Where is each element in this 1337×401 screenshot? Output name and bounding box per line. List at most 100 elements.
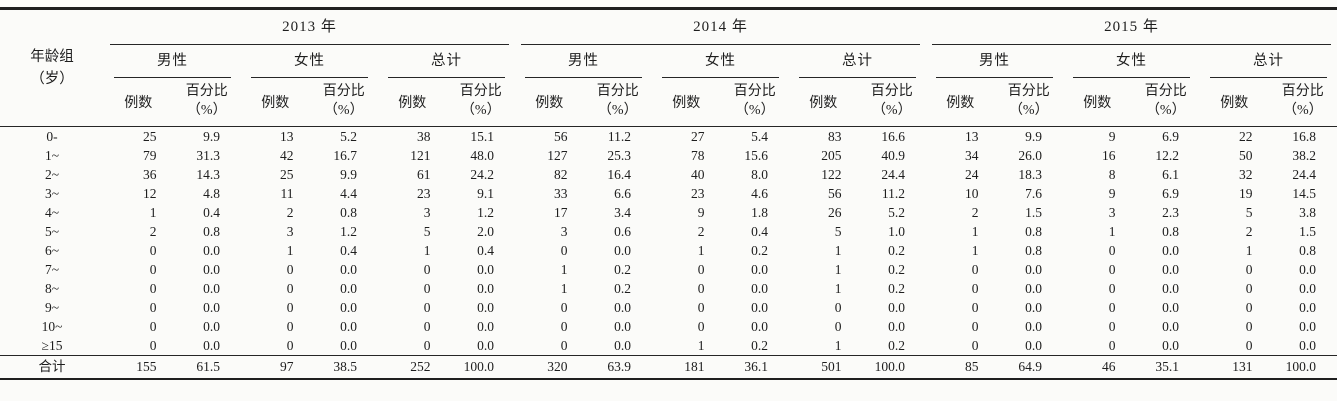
percent-header-line2: （%） [1145,103,1186,118]
cases-cell: 50 [1239,148,1253,163]
cases-cell: 0 [971,262,979,277]
percent-cell: 0.0 [1162,243,1180,258]
cases-cell: 0 [286,281,294,296]
percent-cell: 0.0 [1299,338,1317,353]
percent-cell: 5.4 [751,129,769,144]
percent-cell: 0.2 [888,243,906,258]
table-row: 9~ 0 0.0 0 0.0 0 0.0 0 0.0 0 0.0 0 0.0 0 0.0 0 0.0 0 0.0 [0,298,1337,317]
cases-cell: 32 [1239,167,1253,182]
percent-cell: 14.3 [196,167,220,182]
cases-cell: 11 [280,186,294,201]
percent-cell: 0.0 [477,338,495,353]
total-row-label: 合计 [0,355,104,379]
cases-cell: 0 [286,319,294,334]
year-header-2014: 2014 年 [515,9,926,45]
percent-cell: 64.9 [994,355,1064,379]
cases-header: 例数 [1200,78,1269,127]
percent-cell: 3.4 [614,205,632,220]
cases-header: 例数 [1063,78,1132,127]
percent-header: 百分比 （%） [172,78,241,127]
percent-cell: 38.2 [1292,148,1317,163]
male-header-2014: 男性 [515,45,652,78]
percent-cell: 0.0 [203,338,220,353]
age-group-label: 6~ [44,243,60,258]
percent-cell: 0.0 [203,262,220,277]
percent-cell: 0.2 [888,262,906,277]
table-row: ≥15 0 0.0 0 0.0 0 0.0 0 0.0 1 0.2 1 0.2 0 0.0 0 0.0 0 0.0 [0,336,1337,356]
cases-cell: 1 [971,224,979,239]
table-row: 1~ 79 31.3 42 16.7 121 48.0 127 25.3 78 15.6 205 40.… [0,146,1337,165]
percent-cell: 0.4 [751,224,769,239]
total-label: 总计 [1210,45,1328,78]
age-group-label: 5~ [44,224,60,239]
percent-cell: 0.0 [1299,281,1317,296]
percent-cell: 0.0 [751,300,769,315]
percent-cell: 4.4 [340,186,357,201]
cases-cell: 0 [1245,319,1253,334]
percent-header-line2: （%） [1282,103,1323,118]
percent-cell: 0.2 [614,281,632,296]
age-group-label: 1~ [44,148,60,163]
percent-cell: 100.0 [857,355,927,379]
cases-cell: 8 [1108,167,1116,182]
cases-cell: 0 [423,281,431,296]
percent-cell: 35.1 [1131,355,1201,379]
percent-header-line2: （%） [323,103,364,118]
percent-cell: 9.9 [340,167,357,182]
percent-cell: 6.9 [1162,129,1180,144]
percent-cell: 0.0 [203,243,220,258]
percent-cell: 8.0 [751,167,769,182]
female-header-2014: 女性 [652,45,789,78]
cases-cell: 0 [1108,262,1116,277]
percent-cell: 0.0 [614,338,632,353]
percent-cell: 5.2 [888,205,906,220]
percent-cell: 0.0 [340,262,357,277]
cases-cell: 0 [1245,281,1253,296]
percent-cell: 6.1 [1162,167,1180,182]
percent-cell: 0.0 [1299,262,1317,277]
percent-cell: 63.9 [583,355,653,379]
percent-cell: 1.2 [477,205,495,220]
percent-cell: 40.9 [881,148,906,163]
cases-cell: 40 [691,167,705,182]
age-group-label: 8~ [44,281,60,296]
cases-cell: 0 [1108,243,1116,258]
cases-cell: 56 [828,186,842,201]
age-group-label: 9~ [44,300,60,315]
cases-cell: 1 [1108,224,1116,239]
cases-cell: 3 [560,224,568,239]
percent-cell: 15.1 [470,129,495,144]
percent-cell: 11.2 [881,186,906,201]
total-label: 总计 [388,45,506,78]
year-label-2015: 2015 年 [932,10,1332,45]
cases-cell: 131 [1200,355,1269,379]
percent-header: 百分比 （%） [583,78,653,127]
year-label-2014: 2014 年 [521,10,921,45]
cases-cell: 16 [1102,148,1116,163]
percent-cell: 0.0 [1025,281,1043,296]
percent-header: 百分比 （%） [857,78,927,127]
cases-cell: 1 [834,243,842,258]
percent-cell: 3.8 [1299,205,1317,220]
cases-cell: 24 [965,167,979,182]
cases-cell: 1 [697,243,705,258]
percent-cell: 0.8 [1162,224,1180,239]
table-body: 0- 25 9.9 13 5.2 38 15.1 56 11.2 27 5.4 83 16.6 13 9.9… [0,127,1337,379]
percent-cell: 0.0 [203,319,220,334]
cases-cell: 0 [697,281,705,296]
cases-cell: 3 [423,205,431,220]
cases-cell: 0 [1108,319,1116,334]
cases-cell: 2 [697,224,705,239]
percent-header-line1: 百分比 [1144,84,1187,99]
cases-cell: 1 [834,262,842,277]
percent-cell: 0.0 [340,319,357,334]
total-row: 合计 155 61.5 97 38.5 252 100.0 320 63.9 181 36.1 501… [0,355,1337,379]
percent-cell: 0.0 [340,300,357,315]
percent-cell: 16.4 [607,167,632,182]
percent-cell: 14.5 [1292,186,1317,201]
percent-header-line2: （%） [1008,103,1049,118]
cases-cell: 0 [149,300,157,315]
cases-cell: 127 [547,148,568,163]
cases-cell: 0 [971,300,979,315]
cases-cell: 155 [104,355,173,379]
